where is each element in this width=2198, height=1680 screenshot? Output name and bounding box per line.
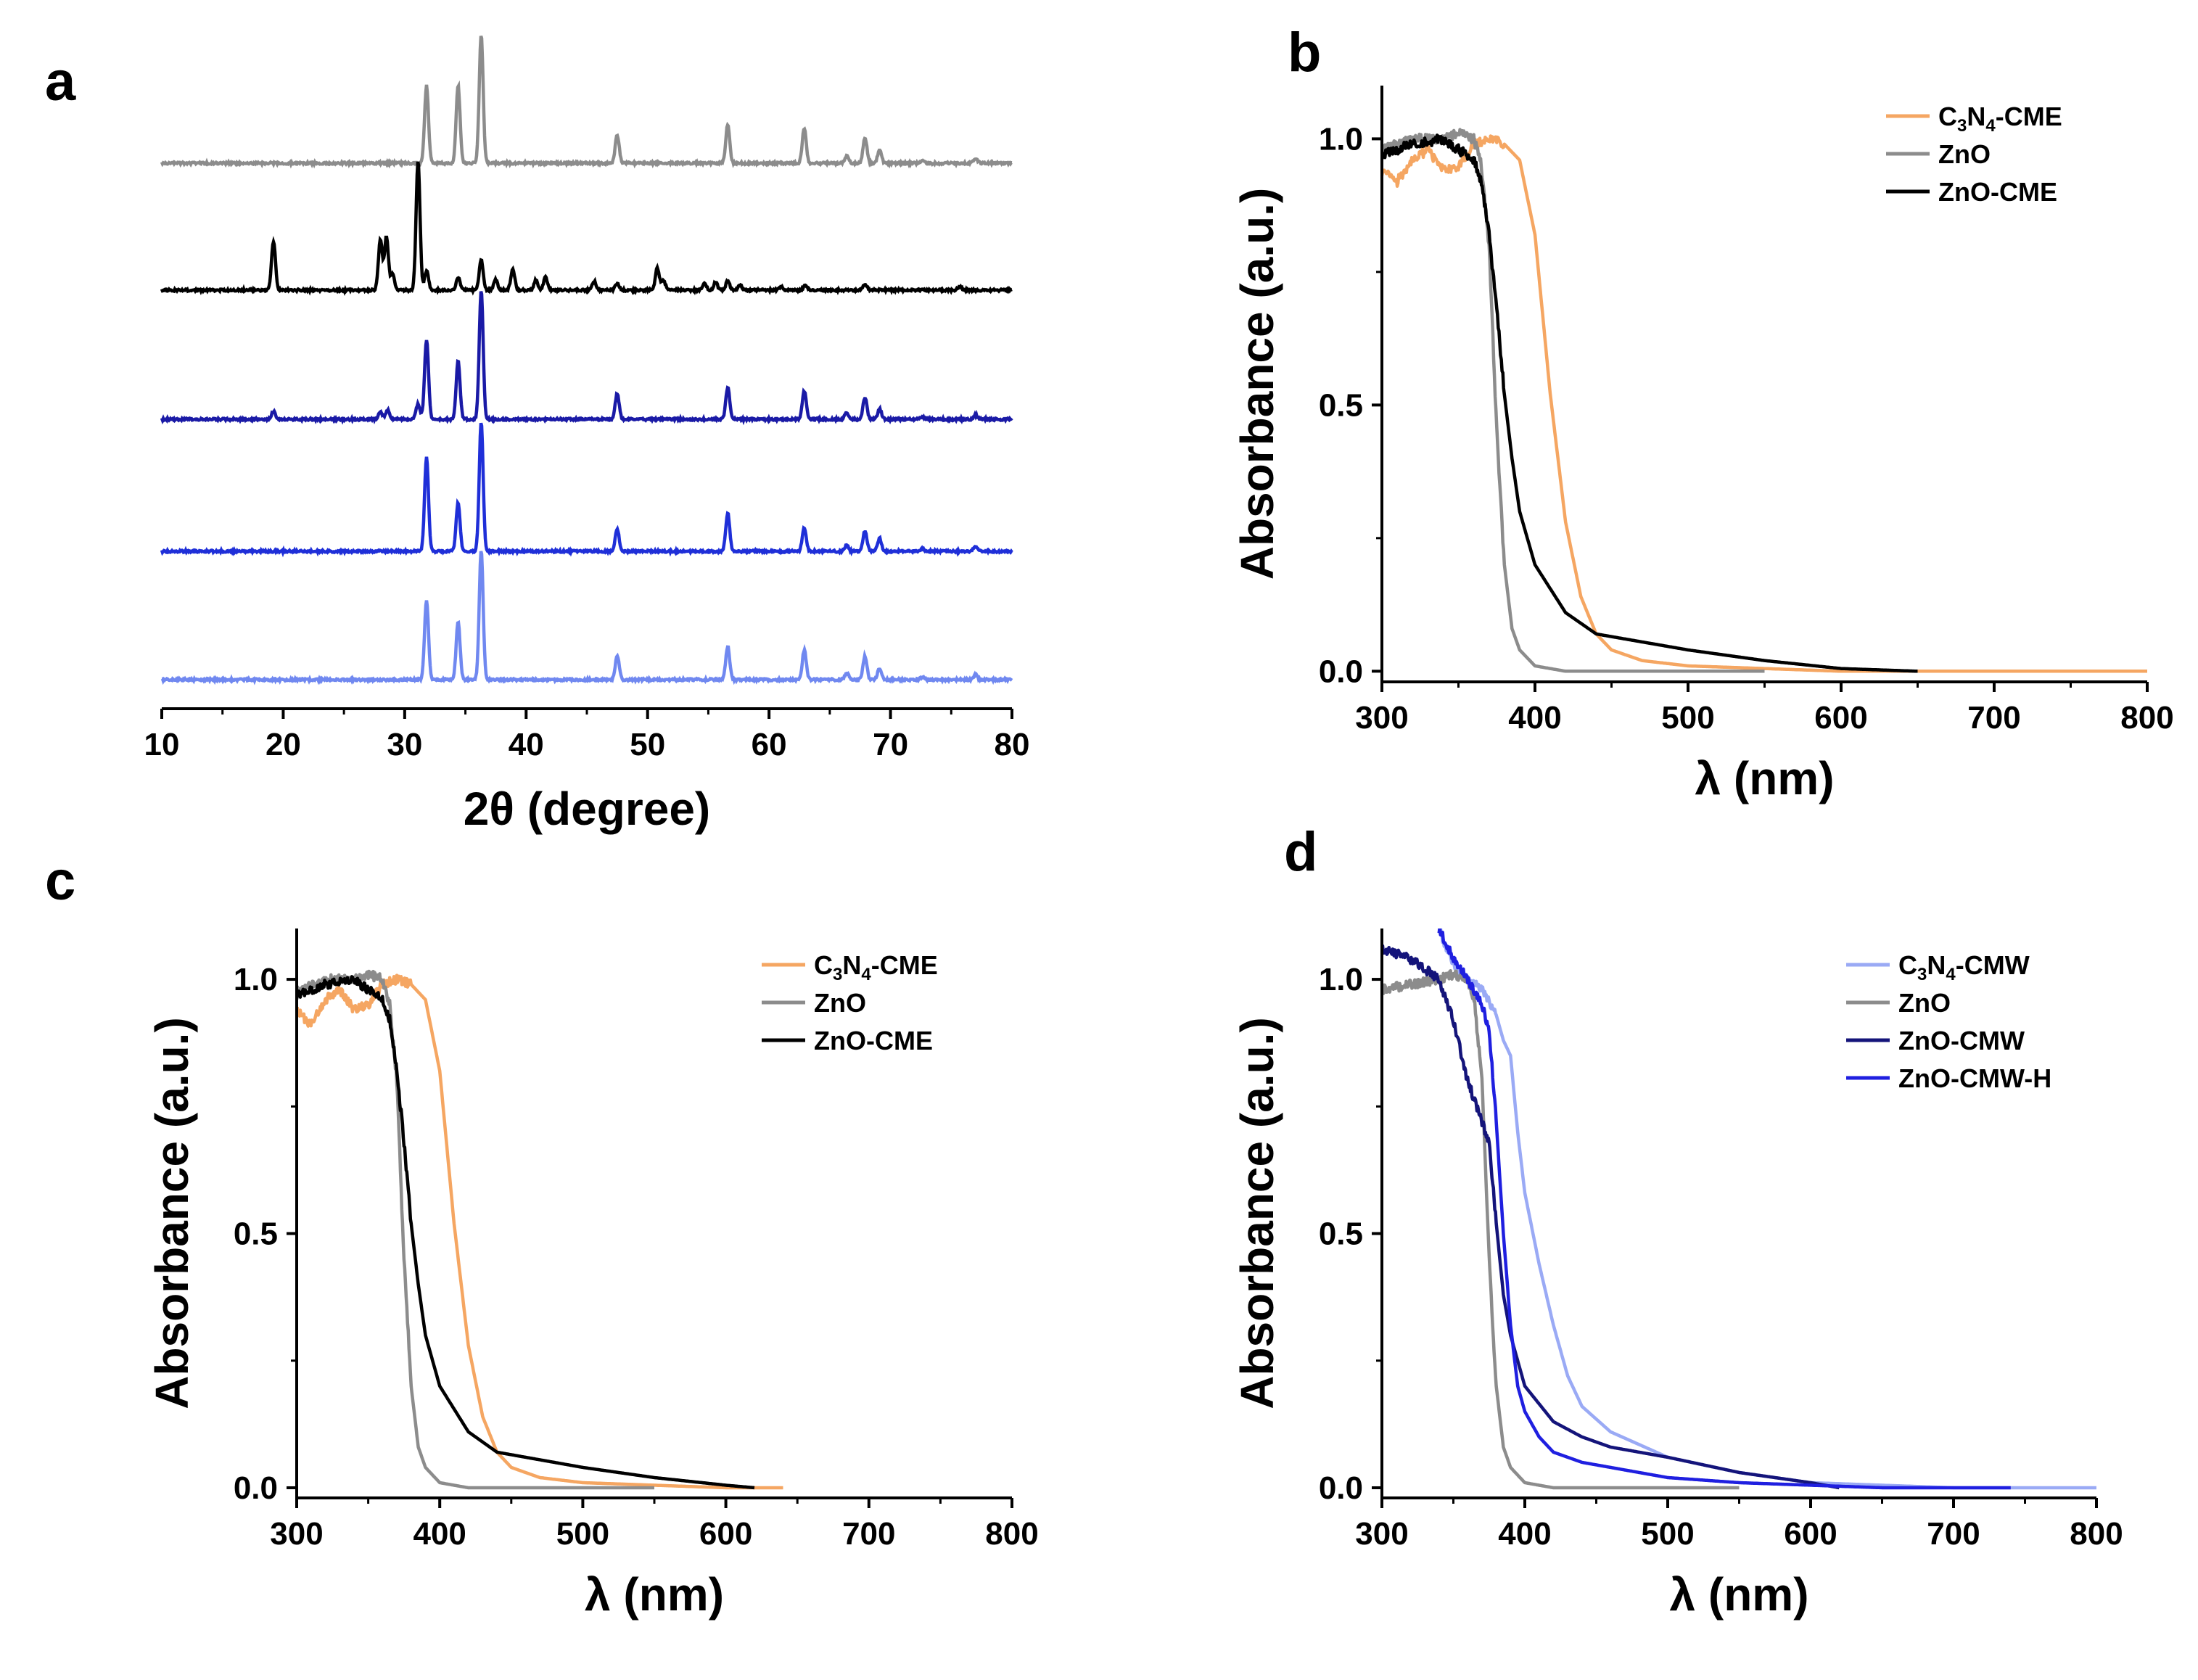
y-tick-label: 1.0	[1319, 962, 1363, 997]
y-tick-label: 1.0	[234, 962, 278, 997]
plot-area	[1382, 128, 2147, 673]
series-ZnO-CMW-H-line	[1437, 928, 2012, 1490]
plot-area	[1382, 928, 2096, 1490]
y-tick-label: 0.0	[1319, 654, 1363, 689]
x-tick-label: 500	[1641, 1516, 1694, 1552]
x-tick-label: 800	[985, 1516, 1038, 1552]
xrd-series-trace-1	[160, 35, 1013, 169]
x-tick-label: 400	[413, 1516, 466, 1552]
plot-area	[297, 969, 784, 1490]
x-tick-label: 400	[1508, 700, 1561, 736]
x-axis-title: λ (nm)	[1670, 1568, 1809, 1621]
y-tick-label: 0.0	[1319, 1470, 1363, 1506]
series-ZnO-line	[1382, 968, 1740, 1490]
legend-entry-ZnO: ZnO	[814, 988, 866, 1018]
x-tick-label: 700	[1927, 1516, 1980, 1552]
series-ZnO-CMW-line	[1382, 944, 1840, 1490]
y-tick-label: 0.5	[234, 1216, 278, 1252]
legend-entry-ZnO: ZnO	[1938, 139, 1991, 169]
panel-a: a 10 20 30 40 50 60 70 80 2θ (degree)	[45, 35, 1030, 835]
legend: C3N4-CMW ZnO ZnO-CMW ZnO-CMW-H	[1846, 950, 2051, 1093]
x-tick-label: 500	[1661, 700, 1714, 736]
panel-d: d 300 400 500 600 700 800 0.0 0.5 1.0 λ (nm) Absorb…	[1231, 821, 2123, 1621]
xrd-series-trace-2	[160, 161, 1013, 296]
x-tick-label: 500	[556, 1516, 609, 1552]
y-tick-label: 0.5	[1319, 1216, 1363, 1252]
y-tick-label: 0.5	[1319, 387, 1363, 423]
x-tick-label: 80	[995, 727, 1030, 762]
legend-entry-ZnO: ZnO	[1898, 988, 1951, 1018]
xrd-series-trace-4	[160, 422, 1013, 558]
x-tick-label: 600	[1784, 1516, 1837, 1552]
x-tick-label: 50	[630, 727, 665, 762]
series-ZnO-CME-line	[1382, 133, 1919, 673]
x-tick-label: 700	[842, 1516, 895, 1552]
x-tick-label: 70	[873, 727, 908, 762]
panel-b-letter: b	[1288, 22, 1321, 83]
x-tick-label: 300	[1355, 1516, 1408, 1552]
x-tick-label: 300	[1355, 700, 1408, 736]
xrd-series-trace-5	[160, 551, 1013, 685]
panel-c: c 300 400 500 600 700 800 0.0 0.5 1.0 λ (nm) Absorb…	[45, 850, 1039, 1621]
panel-c-letter: c	[45, 850, 75, 912]
legend-entry-C3N4-CME: C3N4-CME	[1938, 102, 2062, 136]
y-axis-title: Absorbance (a.u.)	[1231, 1017, 1283, 1409]
x-tick-label: 30	[387, 727, 422, 762]
y-axis-title: Absorbance (a.u.)	[146, 1017, 198, 1409]
x-tick-label: 300	[270, 1516, 323, 1552]
x-axis-title: λ (nm)	[1695, 752, 1835, 804]
y-tick-label: 0.0	[234, 1470, 278, 1506]
x-tick-label: 800	[2120, 700, 2173, 736]
x-tick-label: 600	[1814, 700, 1867, 736]
legend-entry-ZnO-CMW-H: ZnO-CMW-H	[1898, 1063, 2051, 1093]
x-tick-label: 60	[752, 727, 787, 762]
legend-entry-C3N4-CME: C3N4-CME	[814, 950, 938, 984]
legend: C3N4-CME ZnO ZnO-CME	[762, 950, 938, 1055]
legend-entry-ZnO-CME: ZnO-CME	[1938, 177, 2057, 207]
series-C3N4-CME-line	[1382, 134, 2147, 673]
legend-entry-C3N4-CMW: C3N4-CMW	[1898, 950, 2030, 984]
legend-entry-ZnO-CME: ZnO-CME	[814, 1026, 933, 1055]
panel-a-letter: a	[45, 51, 76, 112]
series-ZnO-line	[297, 969, 656, 1490]
x-tick-label: 10	[144, 727, 180, 762]
x-tick-label: 40	[509, 727, 544, 762]
y-tick-label: 1.0	[1319, 121, 1363, 157]
series-ZnO-CME-line	[297, 975, 756, 1490]
legend-entry-ZnO-CMW: ZnO-CMW	[1898, 1026, 2025, 1055]
x-axis-title: λ (nm)	[585, 1568, 724, 1621]
xrd-series-trace-3	[160, 291, 1013, 426]
x-axis-title: 2θ (degree)	[464, 783, 710, 835]
panel-b: b 300 400 500 600 700 800 0.0 0.5 1.0 λ (nm) Absorb…	[1231, 22, 2174, 804]
x-tick-label: 400	[1498, 1516, 1551, 1552]
x-tick-label: 800	[2070, 1516, 2123, 1552]
x-tick-label: 600	[699, 1516, 752, 1552]
x-tick-label: 700	[1967, 700, 2020, 736]
panel-d-letter: d	[1284, 821, 1317, 883]
y-axis-title: Absorbance (a.u.)	[1231, 188, 1283, 580]
x-tick-label: 20	[266, 727, 301, 762]
